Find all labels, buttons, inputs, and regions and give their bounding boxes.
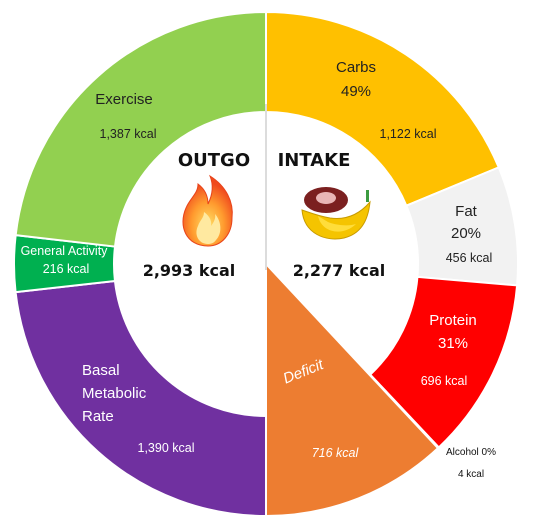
outgo-total: 2,993 kcal [143,261,236,280]
food-icon [301,187,371,240]
general-activity-value: 216 kcal [43,262,90,276]
fat-value: 456 kcal [446,251,493,265]
bmr-label-line3: Rate [82,408,114,425]
bmr-label-line1: Basal [82,362,120,379]
carbs-value: 1,122 kcal [380,127,437,141]
deficit-value: 716 kcal [312,446,360,460]
exercise-label: Exercise [95,91,153,108]
intake-title: INTAKE [278,150,351,171]
alcohol-label: Alcohol 0% [446,447,496,458]
deficit-segment [265,261,440,518]
general-activity-label: General Activity [21,244,109,258]
alcohol-value: 4 kcal [458,469,484,480]
carbs-percent: 49% [341,83,371,100]
basal-metabolic-rate-segment [14,279,267,518]
fat-percent: 20% [451,225,481,242]
bmr-label-line2: Metabolic [82,385,147,402]
protein-value: 696 kcal [421,374,468,388]
fat-label: Fat [455,203,478,220]
exercise-segment [14,10,267,248]
bmr-value: 1,390 kcal [138,441,195,455]
outgo-title: OUTGO [178,150,250,171]
protein-label: Protein [429,312,477,329]
exercise-value: 1,387 kcal [100,127,157,141]
intake-total: 2,277 kcal [293,261,386,280]
carbs-label: Carbs [336,59,376,76]
flame-icon [182,174,233,247]
carbs-segment [265,10,501,208]
protein-percent: 31% [438,335,468,352]
